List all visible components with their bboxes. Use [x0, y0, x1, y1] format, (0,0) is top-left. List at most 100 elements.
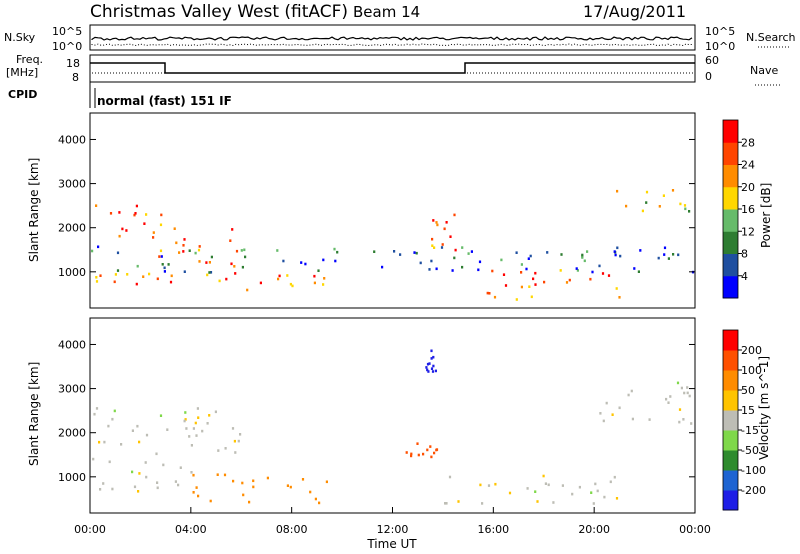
station-title: Christmas Valley West (fitACF) [90, 2, 348, 22]
echo-cell [233, 439, 236, 443]
echo-cell [536, 500, 539, 503]
echo-cell [500, 258, 503, 262]
velocity-colorbar-tick-label: -200 [741, 484, 766, 497]
echo-cell [322, 258, 325, 262]
echo-cell [565, 281, 569, 284]
echo-cell [645, 190, 649, 194]
echo-cell [527, 257, 530, 260]
velocity-colorbar: 200 100 50 15 -15 -50 -100 -200 [722, 329, 766, 511]
echo-cell [135, 282, 138, 286]
nsky-tick-bottom: 10^0 [52, 40, 82, 53]
echo-cell [131, 470, 134, 474]
echo-cell [417, 453, 420, 457]
echo-cell [534, 490, 537, 493]
echo-cell [192, 473, 195, 477]
nsky-panel: N.Sky 10^5 10^0 10^5 10^0 N.Search [4, 24, 796, 53]
echo-cell [152, 236, 155, 239]
echo-cell [542, 474, 545, 478]
echo-cell [174, 480, 177, 483]
echo-cell [155, 452, 158, 456]
echo-cell [477, 268, 480, 272]
echo-cell [126, 273, 129, 276]
echo-cell [230, 262, 233, 266]
power-colorbar-segment [723, 142, 738, 165]
echo-cell [183, 419, 186, 423]
nsky-trace [91, 36, 693, 41]
velocity-echo-cells [92, 349, 693, 505]
echo-cell [611, 413, 614, 416]
echo-cell [678, 420, 681, 424]
echo-cell [426, 448, 429, 452]
echo-cell [159, 223, 163, 227]
nave-tick-bottom: 0 [705, 70, 712, 83]
echo-cell [282, 259, 285, 263]
echo-cell [676, 381, 680, 385]
echo-cell [488, 292, 491, 295]
echo-cell [560, 253, 563, 256]
echo-cell [645, 201, 648, 204]
echo-cell [195, 486, 198, 489]
echo-cell [248, 500, 251, 504]
power-ytick-label: 4000 [58, 133, 86, 146]
echo-cell [663, 253, 666, 256]
echo-cell [197, 494, 200, 498]
echo-cell [581, 255, 584, 258]
echo-cell [679, 202, 682, 206]
echo-cell [520, 285, 523, 289]
echo-cell [515, 251, 518, 254]
echo-cell [233, 265, 236, 268]
echo-cell [530, 295, 533, 299]
echo-cell [491, 269, 494, 273]
echo-cell [95, 204, 98, 207]
echo-cell [381, 265, 384, 269]
echo-cell [241, 265, 244, 269]
echo-cell [430, 455, 433, 459]
power-colorbar-segment [723, 164, 738, 188]
echo-cell [528, 285, 531, 288]
echo-cell [525, 267, 528, 271]
echo-cell [198, 260, 201, 263]
echo-cell [688, 394, 691, 398]
echo-cell [133, 485, 137, 489]
echo-cell [231, 228, 234, 231]
echo-cell [690, 422, 693, 425]
echo-cell [135, 204, 138, 208]
x-tick-label: 00:00 [74, 523, 106, 536]
echo-cell [196, 407, 199, 410]
echo-cell [430, 357, 433, 360]
echo-cell [590, 491, 593, 494]
echo-cell [92, 457, 95, 461]
velocity-ytick-label: 2000 [58, 427, 86, 440]
freq-unit-label: [MHz] [6, 66, 38, 79]
nsearch-tick-bottom: 10^0 [705, 40, 735, 53]
echo-cell [102, 482, 105, 485]
echo-cell [317, 269, 320, 272]
echo-cell [194, 251, 197, 255]
echo-cell [178, 251, 181, 254]
echo-cell [163, 270, 166, 273]
echo-cell [161, 263, 164, 266]
echo-cell [433, 246, 436, 249]
echo-cell [325, 480, 328, 484]
echo-cell [410, 454, 413, 458]
power-colorbar: 28 24 20 16 12 8 4 [722, 119, 755, 299]
echo-cell [561, 484, 564, 487]
echo-cell [615, 287, 618, 290]
echo-cell [639, 249, 642, 252]
echo-cell [286, 274, 289, 277]
x-tick-label: 12:00 [377, 523, 409, 536]
echo-cell [678, 408, 682, 411]
echo-cell [615, 497, 619, 500]
echo-cell [552, 501, 555, 504]
echo-cell [410, 452, 413, 456]
echo-cell [277, 277, 280, 281]
velocity-colorbar-segment [723, 410, 738, 431]
echo-cell [672, 253, 675, 256]
echo-cell [301, 478, 305, 481]
echo-cell [217, 449, 220, 452]
echo-cell [210, 255, 213, 259]
echo-cell [662, 194, 665, 197]
echo-cell [286, 484, 289, 487]
echo-cell [448, 475, 452, 479]
echo-cell [594, 482, 597, 486]
